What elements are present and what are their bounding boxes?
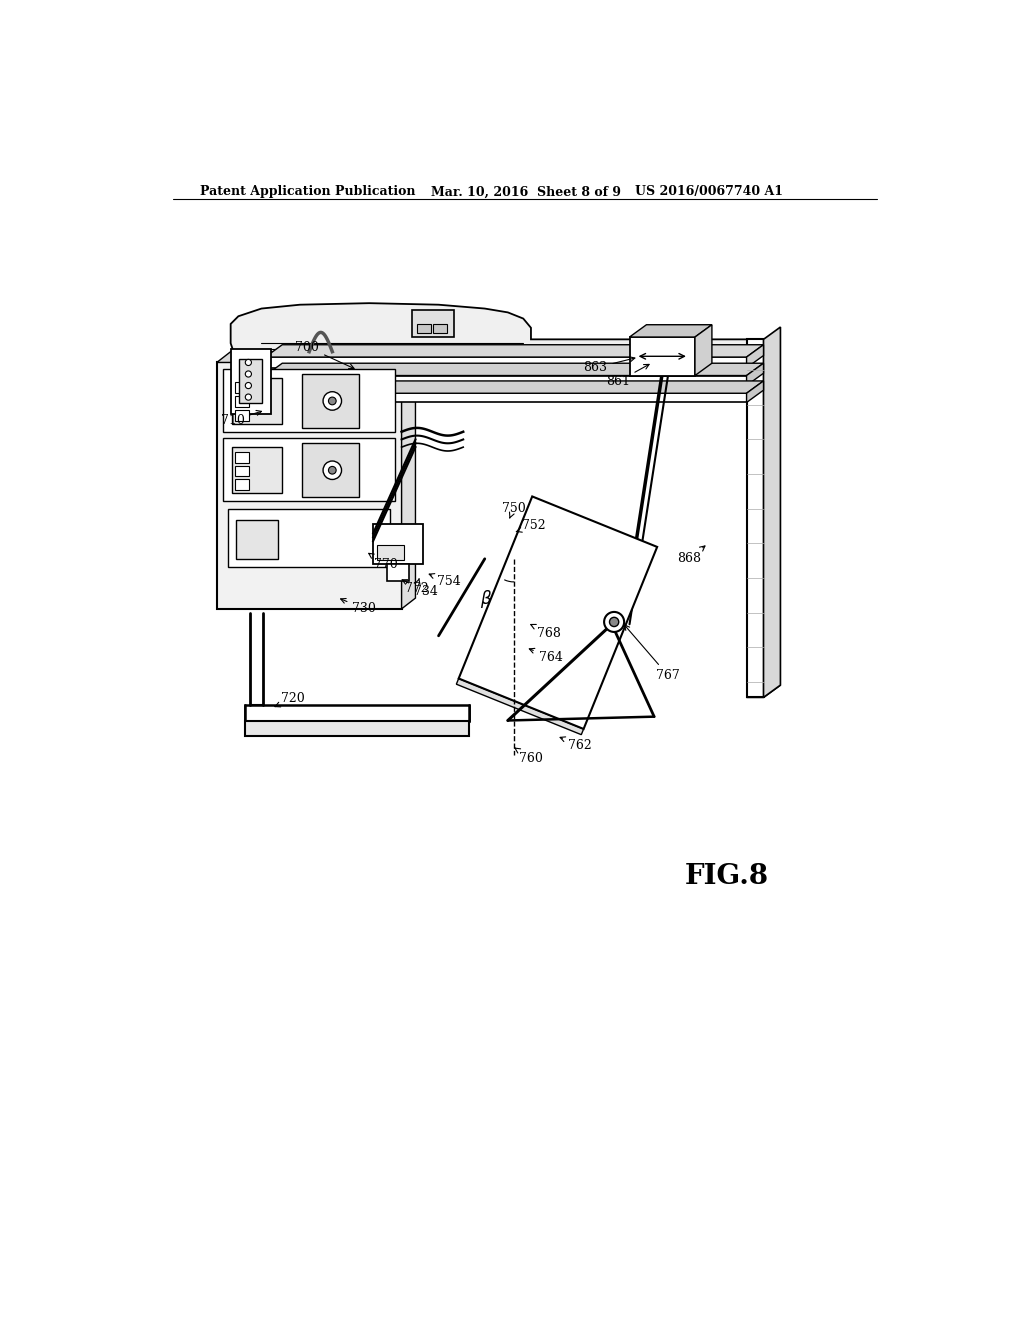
Polygon shape: [265, 363, 764, 376]
Bar: [417, 323, 431, 333]
Polygon shape: [265, 358, 746, 368]
Text: 868: 868: [677, 546, 705, 565]
Polygon shape: [746, 345, 764, 368]
Polygon shape: [746, 685, 780, 697]
Bar: [387, 564, 409, 581]
Polygon shape: [401, 351, 416, 609]
Bar: [236, 479, 249, 490]
Text: 770: 770: [369, 553, 397, 572]
Circle shape: [329, 397, 336, 405]
Bar: [373, 524, 423, 564]
Polygon shape: [265, 376, 746, 385]
Polygon shape: [459, 496, 657, 729]
Polygon shape: [230, 348, 271, 414]
Bar: [223, 368, 395, 432]
Polygon shape: [217, 351, 416, 363]
Circle shape: [329, 466, 336, 474]
Circle shape: [604, 612, 625, 632]
Text: Patent Application Publication: Patent Application Publication: [200, 185, 416, 198]
Bar: [232, 447, 283, 494]
Text: 760: 760: [515, 748, 544, 766]
Circle shape: [246, 359, 252, 366]
Bar: [412, 310, 454, 337]
Text: 863: 863: [584, 356, 635, 375]
Polygon shape: [217, 363, 401, 609]
Bar: [433, 323, 447, 333]
Polygon shape: [695, 325, 712, 376]
Bar: [236, 451, 249, 462]
Polygon shape: [630, 337, 695, 376]
Polygon shape: [746, 381, 764, 403]
Bar: [236, 396, 249, 407]
Bar: [237, 520, 279, 558]
Circle shape: [246, 383, 252, 388]
Polygon shape: [630, 325, 712, 337]
Bar: [228, 508, 390, 566]
Bar: [223, 438, 395, 502]
Bar: [236, 383, 249, 393]
Polygon shape: [265, 393, 746, 403]
Bar: [377, 545, 403, 561]
Polygon shape: [746, 339, 764, 697]
Bar: [245, 721, 469, 737]
Circle shape: [609, 618, 618, 627]
Circle shape: [323, 392, 342, 411]
Polygon shape: [265, 345, 764, 358]
Bar: [245, 705, 469, 721]
Bar: [240, 359, 262, 404]
Circle shape: [323, 461, 342, 479]
Text: 730: 730: [341, 598, 376, 615]
Text: US 2016/0067740 A1: US 2016/0067740 A1: [635, 185, 783, 198]
Text: 720: 720: [275, 693, 304, 706]
Bar: [301, 374, 359, 428]
Text: 754: 754: [429, 574, 461, 589]
Polygon shape: [746, 363, 764, 385]
Circle shape: [246, 371, 252, 378]
Text: 734: 734: [402, 579, 438, 598]
Polygon shape: [230, 304, 766, 359]
Polygon shape: [764, 327, 780, 697]
Bar: [301, 444, 359, 498]
Text: 750: 750: [502, 502, 525, 519]
Text: 700: 700: [295, 341, 354, 368]
Text: 762: 762: [560, 737, 592, 751]
Text: $\beta$: $\beta$: [480, 587, 493, 610]
Bar: [236, 466, 249, 477]
Text: 764: 764: [529, 648, 562, 664]
Text: 710: 710: [220, 411, 261, 426]
Polygon shape: [265, 381, 764, 393]
Text: 768: 768: [530, 624, 561, 640]
Bar: [236, 411, 249, 421]
Text: 767: 767: [625, 624, 680, 682]
Polygon shape: [457, 678, 584, 735]
Text: 772: 772: [404, 578, 428, 594]
Circle shape: [246, 395, 252, 400]
Text: FIG.8: FIG.8: [685, 862, 769, 890]
Text: Mar. 10, 2016  Sheet 8 of 9: Mar. 10, 2016 Sheet 8 of 9: [431, 185, 621, 198]
Bar: [232, 378, 283, 424]
Text: 861: 861: [605, 364, 649, 388]
Text: 752: 752: [516, 519, 546, 532]
